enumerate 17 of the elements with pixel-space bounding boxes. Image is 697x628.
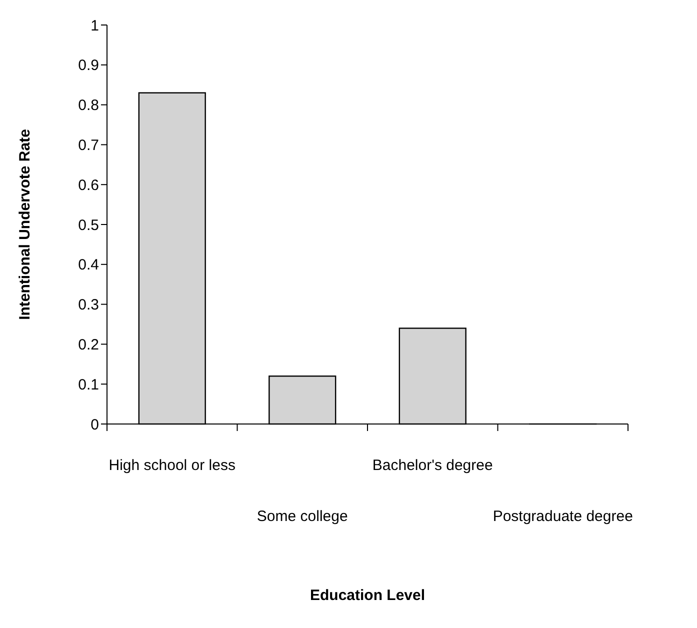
y-tick-label: 0.9 — [78, 57, 99, 74]
y-tick-label: 0.5 — [78, 216, 99, 234]
y-axis-title: Intentional Undervote Rate — [16, 129, 34, 320]
x-tick-label: Bachelor's degree — [372, 457, 493, 474]
y-tick-label: 0 — [90, 416, 99, 434]
y-tick-label: 0.6 — [78, 176, 99, 194]
y-tick-label: 1 — [90, 17, 99, 34]
y-tick-label: 0.7 — [78, 136, 99, 154]
y-tick-label: 0.1 — [78, 376, 99, 394]
y-tick-label: 0.3 — [78, 296, 99, 314]
y-tick-label: 0.2 — [78, 336, 99, 354]
x-tick-label: High school or less — [108, 457, 236, 474]
x-tick-label: Some college — [256, 508, 348, 525]
y-tick-label: 0.8 — [78, 97, 99, 114]
x-tick-label: Postgraduate degree — [492, 508, 633, 525]
y-tick-label: 0.4 — [78, 256, 99, 274]
x-axis-title: Education Level — [310, 587, 426, 604]
